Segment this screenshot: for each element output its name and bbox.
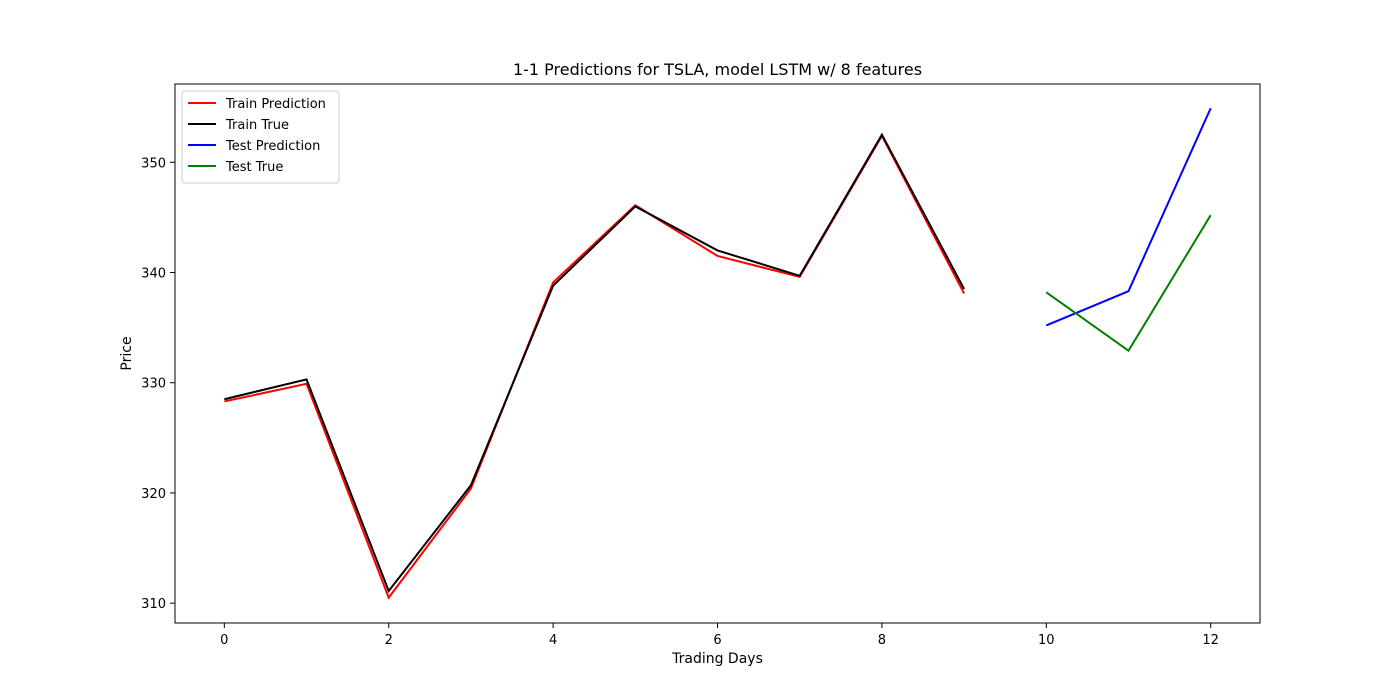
y-tick-label: 330: [141, 377, 166, 392]
x-axis-label: Trading Days: [671, 651, 763, 667]
x-axis-ticks: 0 2 4 6 8 10 12: [220, 623, 1219, 648]
legend-entry-label: Test True: [225, 160, 283, 175]
x-tick-label: 12: [1202, 633, 1219, 648]
legend-entry-label: Train Prediction: [225, 97, 326, 112]
x-tick-label: 4: [549, 633, 557, 648]
y-axis-ticks: 310 320 330 340 350: [141, 156, 175, 612]
series-line-train-prediction: [224, 133, 965, 600]
chart-title: 1-1 Predictions for TSLA, model LSTM w/ …: [513, 60, 922, 79]
y-tick-label: 340: [141, 266, 166, 281]
y-tick-label: 310: [141, 597, 166, 612]
series-layer: [224, 107, 1212, 600]
series-line-train-true: [224, 132, 965, 594]
y-tick-label: 320: [141, 487, 166, 502]
legend-box: [181, 90, 340, 184]
x-tick-label: 6: [713, 633, 721, 648]
legend-entry-label: Train True: [225, 118, 289, 133]
series-line-test-prediction: [1045, 107, 1212, 327]
x-tick-label: 2: [385, 633, 393, 648]
series-line-test-true: [1045, 214, 1212, 353]
legend: Train Prediction Train True Test Predictio…: [181, 90, 340, 184]
x-tick-label: 10: [1038, 633, 1055, 648]
x-tick-label: 0: [220, 633, 228, 648]
y-tick-label: 350: [141, 156, 166, 171]
x-tick-label: 8: [878, 633, 886, 648]
y-axis-label: Price: [119, 336, 135, 370]
legend-entry-label: Test Prediction: [225, 139, 320, 154]
